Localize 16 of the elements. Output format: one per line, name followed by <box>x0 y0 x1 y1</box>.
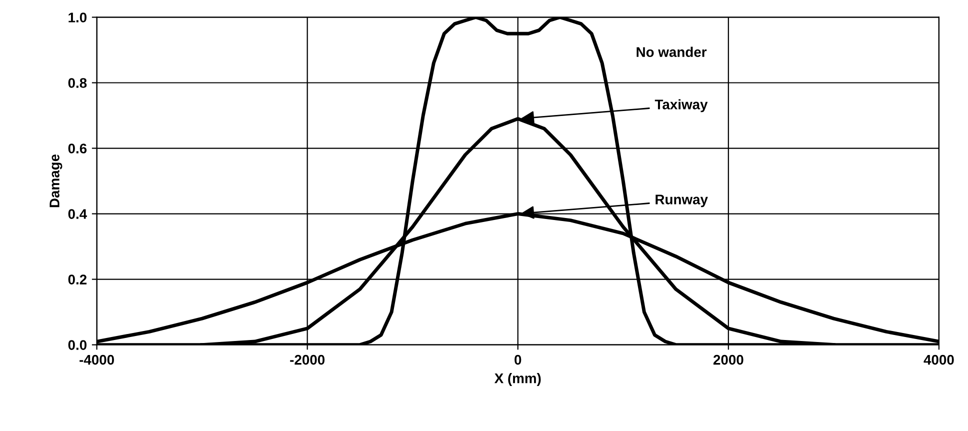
y-tick-label: 0.2 <box>68 274 87 284</box>
x-axis-title: X (mm) <box>494 373 541 386</box>
x-tick-label: -2000 <box>290 354 325 365</box>
y-tick-label: 0.6 <box>68 144 87 154</box>
x-tick-label: 0 <box>514 354 522 365</box>
annotation: No wander <box>636 46 707 57</box>
x-tick-label: 4000 <box>924 354 954 365</box>
y-tick-label: 0.0 <box>68 340 87 350</box>
annotation: Runway <box>656 194 708 208</box>
y-tick-label: 0.4 <box>68 209 88 219</box>
x-tick-label: -4000 <box>80 354 114 365</box>
y-tick-label: 1.0 <box>68 12 87 22</box>
x-tick-label: 2000 <box>713 354 744 365</box>
y-axis-title: Damage <box>50 154 62 208</box>
annotation: Taxiway <box>654 99 708 112</box>
y-tick-label: 0.8 <box>68 78 87 88</box>
